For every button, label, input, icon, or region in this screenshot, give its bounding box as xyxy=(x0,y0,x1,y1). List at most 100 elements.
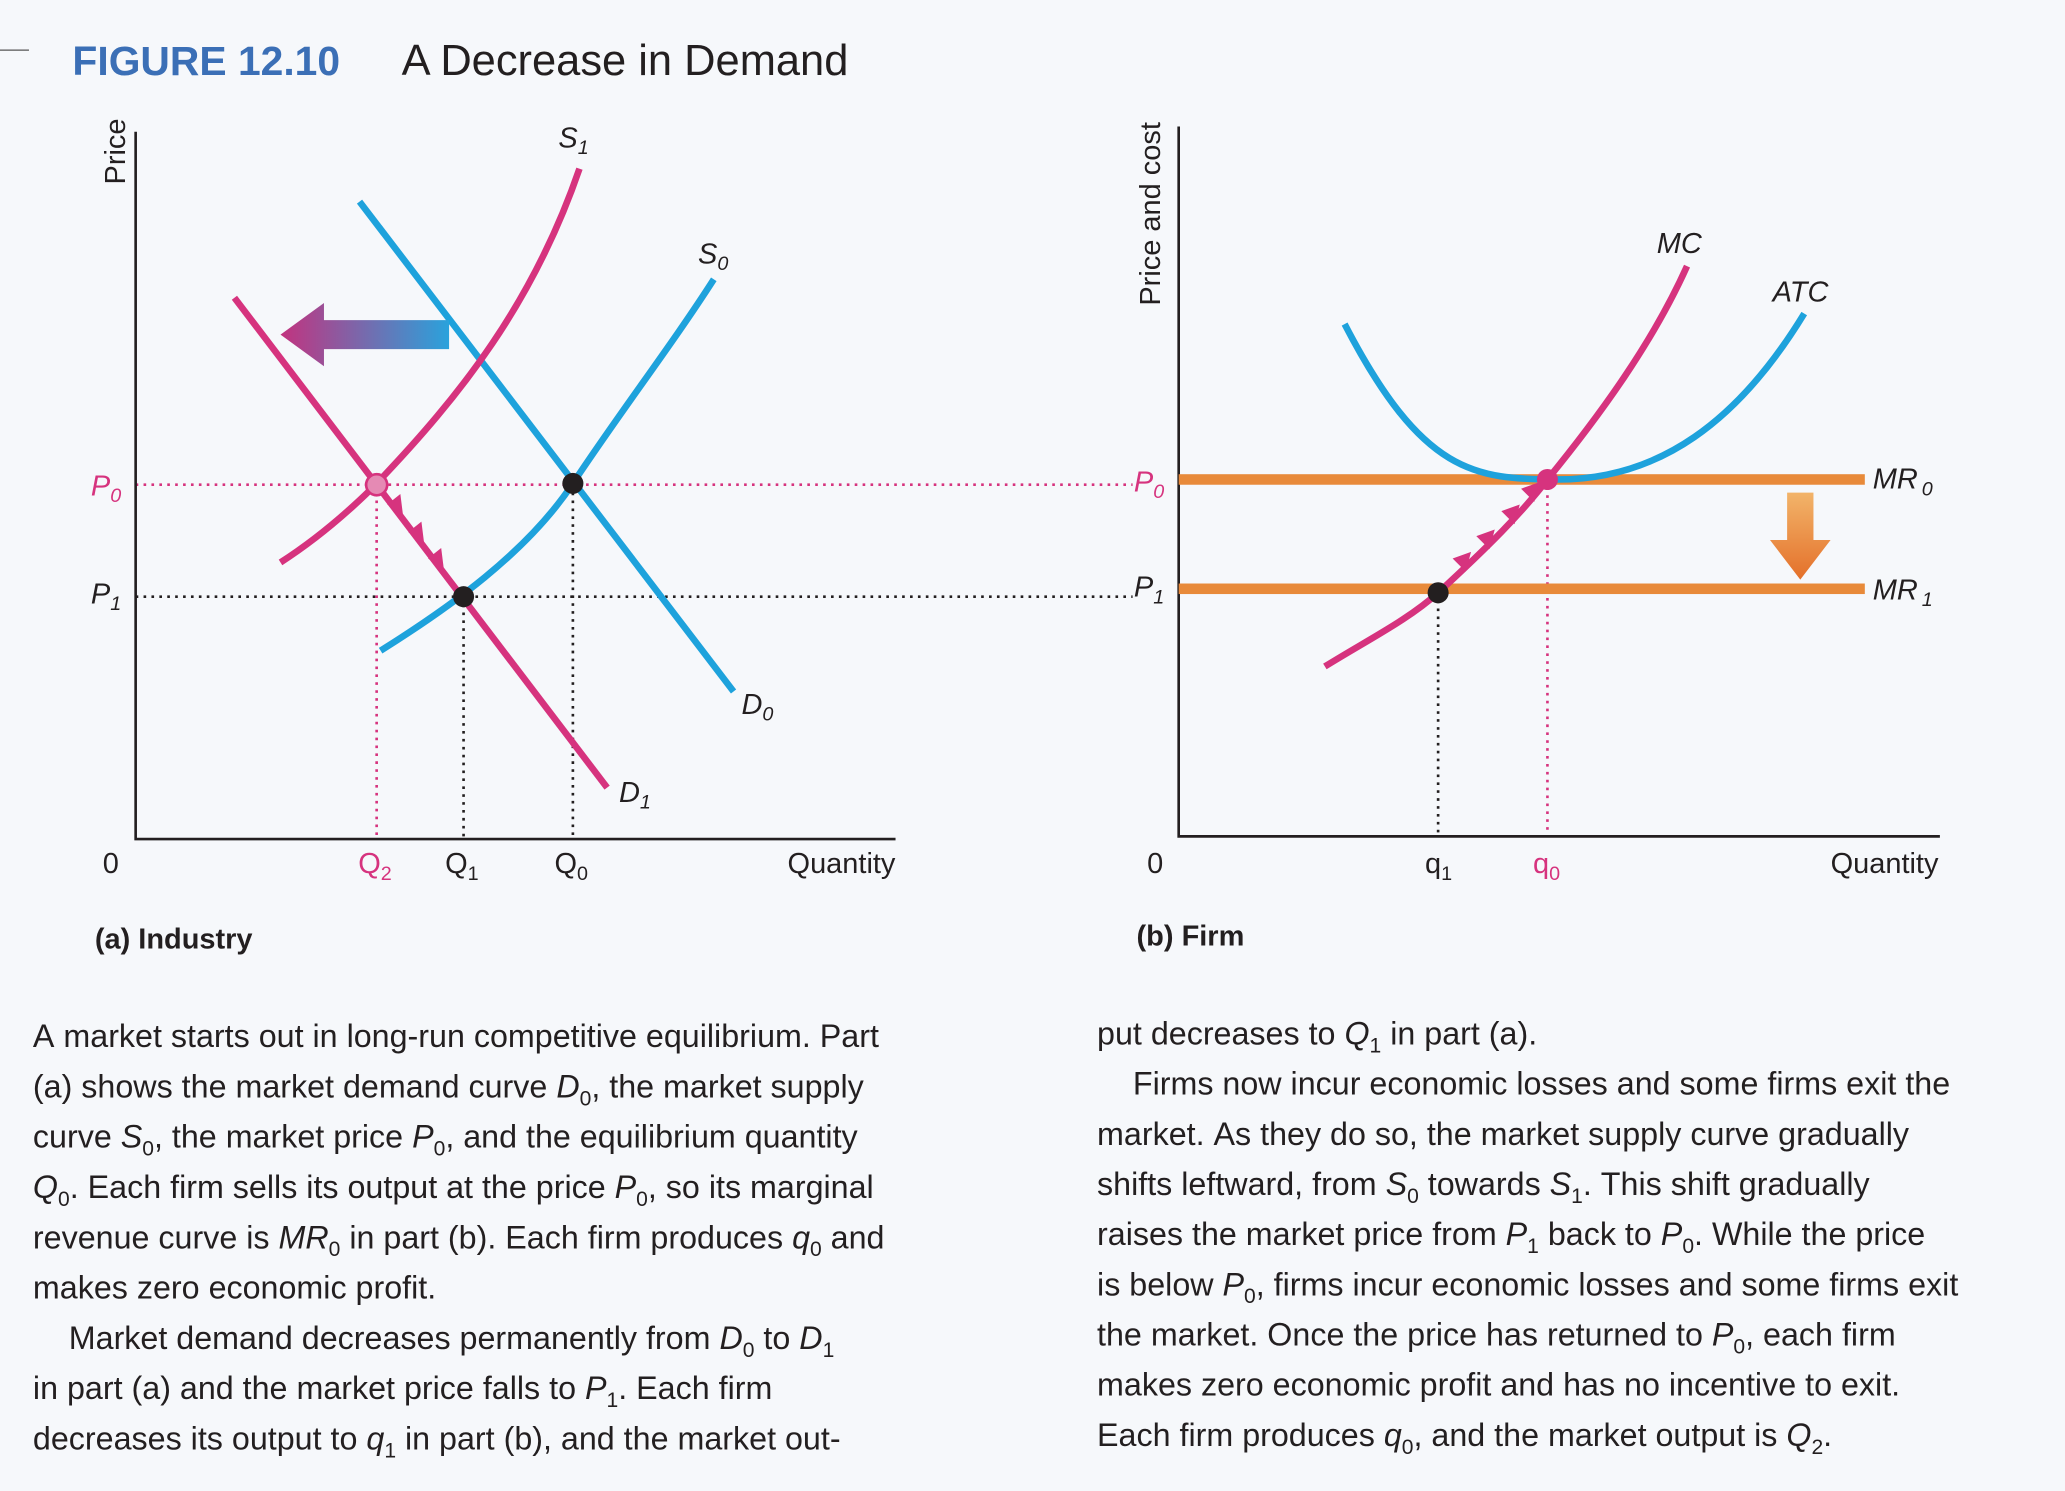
caption-line: A market starts out in long-run competit… xyxy=(33,1018,879,1054)
text-run: Each firm produces xyxy=(1097,1417,1384,1453)
label-s1: S1 xyxy=(558,123,588,160)
x-axis-label-firm: Quantity xyxy=(1831,848,1939,880)
subscript: 2 xyxy=(1811,1436,1823,1459)
y-axis-label-firm: Price and cost xyxy=(1135,122,1167,306)
text-run: makes zero economic profit and has no in… xyxy=(1097,1367,1900,1403)
origin-label: 0 xyxy=(103,848,119,880)
italic-symbol: Q xyxy=(33,1169,58,1205)
caption-line: decreases its output to q1 in part (b), … xyxy=(33,1421,841,1463)
label-q1-firm: q1 xyxy=(1425,848,1452,885)
caption-line: shifts leftward, from S0 towards S1. Thi… xyxy=(1097,1166,1871,1208)
figure-number: FIGURE 12.10 xyxy=(72,38,340,84)
text-run: , firms incur economic losses and some f… xyxy=(1256,1266,1959,1302)
subscript: 1 xyxy=(607,1389,619,1412)
italic-symbol: q xyxy=(792,1219,810,1255)
caption-left-column: A market starts out in long-run competit… xyxy=(33,1018,885,1462)
text-run: raises the market price from xyxy=(1097,1216,1506,1252)
italic-symbol: D xyxy=(556,1068,579,1104)
label-p1-firm: P1 xyxy=(1134,572,1164,609)
text-run: is below xyxy=(1097,1266,1222,1302)
atc-curve xyxy=(1341,311,1808,483)
panel-caption-industry: (a) Industry xyxy=(95,923,253,955)
mc-curve xyxy=(1323,264,1691,670)
subscript: 0 xyxy=(58,1188,70,1211)
caption-line: in part (a) and the market price falls t… xyxy=(33,1370,772,1412)
origin-label-firm: 0 xyxy=(1147,848,1163,880)
y-axis-label: Price xyxy=(100,118,132,184)
text-run: put decreases to xyxy=(1097,1015,1344,1051)
subscript: 0 xyxy=(810,1238,822,1261)
italic-symbol: P xyxy=(1506,1216,1528,1252)
label-p0: P0 xyxy=(91,470,121,507)
caption-line: is below P0, firms incur economic losses… xyxy=(1097,1266,1958,1308)
text-run: in part (a) and the market price falls t… xyxy=(33,1370,585,1406)
italic-symbol: P xyxy=(585,1370,607,1406)
subscript: 1 xyxy=(1527,1235,1539,1258)
point-short-run xyxy=(453,586,475,608)
text-run: , and the equilibrium quantity xyxy=(445,1119,858,1155)
italic-symbol: P xyxy=(1712,1317,1734,1353)
text-run: makes zero economic profit. xyxy=(33,1270,436,1306)
subscript: 1 xyxy=(1370,1034,1382,1057)
text-run: , and the market output is xyxy=(1413,1417,1786,1453)
mr1-line xyxy=(1178,583,1865,595)
subscript: 0 xyxy=(743,1339,755,1362)
label-mr0: MR 0 xyxy=(1873,464,1933,501)
subscript: 1 xyxy=(823,1339,835,1362)
x-axis-label: Quantity xyxy=(788,848,896,880)
text-run: , each firm xyxy=(1745,1317,1896,1353)
subscript: 0 xyxy=(1402,1436,1414,1459)
text-run: in part (b). Each firm produces xyxy=(340,1219,792,1255)
text-run: . xyxy=(1823,1417,1832,1453)
demand-curve-d0 xyxy=(356,199,737,694)
label-d1: D1 xyxy=(619,777,651,814)
text-run: . Each firm sells its output at the pric… xyxy=(70,1169,615,1205)
italic-symbol: S xyxy=(1386,1166,1408,1202)
label-q2: Q2 xyxy=(358,848,392,885)
subscript: 0 xyxy=(1733,1335,1745,1358)
italic-symbol: P xyxy=(1661,1216,1683,1252)
subscript: 0 xyxy=(142,1138,154,1161)
point-initial-equilibrium xyxy=(562,472,584,494)
path-arrowheads xyxy=(387,493,444,570)
firm-graph: Price and cost MC ATC MR 0 MR 1 P0 P1 0 q1… xyxy=(1134,122,1940,953)
italic-symbol: S xyxy=(1550,1166,1572,1202)
caption-line: raises the market price from P1 back to … xyxy=(1097,1216,1925,1258)
caption-right-column: put decreases to Q1 in part (a). Firms n… xyxy=(1097,1015,1958,1458)
text-run: back to xyxy=(1539,1216,1661,1252)
caption-line: the market. Once the price has returned … xyxy=(1097,1317,1896,1359)
subscript: 1 xyxy=(1571,1185,1583,1208)
subscript: 0 xyxy=(636,1188,648,1211)
text-run: Firms now incur economic losses and some… xyxy=(1097,1066,1950,1102)
caption-line: makes zero economic profit and has no in… xyxy=(1097,1367,1900,1403)
italic-symbol: P xyxy=(1223,1266,1245,1302)
italic-symbol: Q xyxy=(1344,1015,1369,1051)
italic-symbol: D xyxy=(799,1320,822,1356)
text-run: revenue curve is xyxy=(33,1219,279,1255)
subscript: 0 xyxy=(434,1138,446,1161)
text-run: , so its marginal xyxy=(648,1169,874,1205)
text-run: the market. Once the price has returned … xyxy=(1097,1317,1712,1353)
mr-shift-down-arrow-icon xyxy=(1770,492,1831,580)
point-firm-equilibrium xyxy=(1536,468,1558,491)
italic-symbol: q xyxy=(366,1421,384,1457)
caption-line: market. As they do so, the market supply… xyxy=(1097,1116,1910,1152)
point-long-run-new xyxy=(364,472,389,497)
text-run: , the market supply xyxy=(591,1068,864,1104)
text-run: in part (b), and the market out- xyxy=(396,1421,841,1457)
italic-symbol: P xyxy=(615,1169,637,1205)
text-run: . Each firm xyxy=(618,1370,772,1406)
subscript: 0 xyxy=(1407,1185,1419,1208)
italic-symbol: S xyxy=(121,1119,143,1155)
text-run: A market starts out in long-run competit… xyxy=(33,1018,879,1054)
text-run: in part (a). xyxy=(1381,1015,1537,1051)
caption-line: Q0. Each firm sells its output at the pr… xyxy=(33,1169,874,1211)
subscript: 1 xyxy=(384,1439,396,1462)
italic-symbol: q xyxy=(1384,1417,1402,1453)
path-arrowheads-firm xyxy=(1452,482,1540,572)
text-run: curve xyxy=(33,1119,121,1155)
figure-title: A Decrease in Demand xyxy=(402,37,849,85)
text-run: market. As they do so, the market supply… xyxy=(1097,1116,1910,1152)
demand-curve-d1 xyxy=(231,295,610,790)
subscript: 0 xyxy=(1244,1285,1256,1308)
